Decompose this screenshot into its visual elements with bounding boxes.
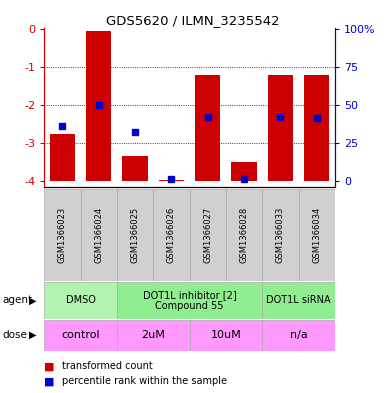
- Text: GSM1366024: GSM1366024: [94, 207, 103, 263]
- Bar: [117, 320, 190, 351]
- Bar: [299, 189, 335, 281]
- Text: 2uM: 2uM: [141, 330, 165, 340]
- Bar: [226, 189, 262, 281]
- Bar: [304, 75, 330, 181]
- Text: DMSO: DMSO: [66, 296, 95, 305]
- Text: GSM1366028: GSM1366028: [239, 207, 249, 263]
- Text: dose: dose: [2, 330, 27, 340]
- Bar: [153, 189, 190, 281]
- Text: GSM1366023: GSM1366023: [58, 207, 67, 263]
- Bar: [44, 282, 117, 319]
- Bar: [50, 134, 75, 181]
- Bar: [86, 31, 112, 181]
- Text: n/a: n/a: [290, 330, 308, 340]
- Text: GDS5620 / ILMN_3235542: GDS5620 / ILMN_3235542: [106, 14, 279, 27]
- Bar: [44, 189, 80, 281]
- Text: control: control: [61, 330, 100, 340]
- Text: transformed count: transformed count: [62, 361, 152, 371]
- Text: GSM1366033: GSM1366033: [276, 207, 285, 263]
- Bar: [80, 189, 117, 281]
- Text: GSM1366027: GSM1366027: [203, 207, 212, 263]
- Bar: [262, 320, 335, 351]
- Text: percentile rank within the sample: percentile rank within the sample: [62, 376, 227, 386]
- Text: ■: ■: [44, 361, 55, 371]
- Text: ■: ■: [44, 376, 55, 386]
- Bar: [117, 282, 262, 319]
- Text: ▶: ▶: [29, 330, 36, 340]
- Text: agent: agent: [2, 296, 32, 305]
- Text: DOT1L inhibitor [2]
Compound 55: DOT1L inhibitor [2] Compound 55: [143, 290, 236, 311]
- Bar: [268, 75, 293, 181]
- Bar: [190, 320, 262, 351]
- Text: GSM1366034: GSM1366034: [312, 207, 321, 263]
- Bar: [262, 189, 299, 281]
- Bar: [231, 162, 257, 181]
- Bar: [44, 320, 117, 351]
- Text: ▶: ▶: [29, 296, 36, 305]
- Text: 10uM: 10uM: [211, 330, 241, 340]
- Bar: [117, 189, 153, 281]
- Bar: [159, 180, 184, 181]
- Bar: [190, 189, 226, 281]
- Bar: [262, 282, 335, 319]
- Text: GSM1366025: GSM1366025: [131, 207, 140, 263]
- Text: GSM1366026: GSM1366026: [167, 207, 176, 263]
- Bar: [122, 156, 148, 181]
- Bar: [195, 75, 221, 181]
- Text: DOT1L siRNA: DOT1L siRNA: [266, 296, 331, 305]
